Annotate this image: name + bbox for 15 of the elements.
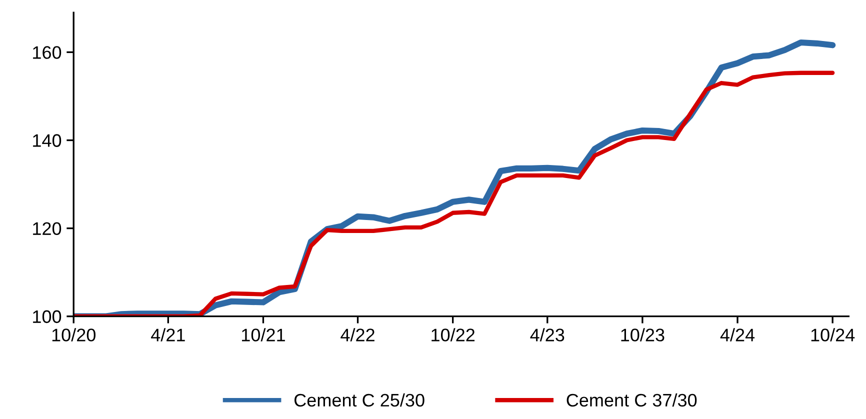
x-tick-label: 10/22 [432, 328, 475, 342]
y-tick-label: 140 [33, 134, 62, 147]
legend-label: Cement C 25/30 [294, 393, 424, 407]
y-tick-label: 100 [33, 310, 62, 324]
legend-label: Cement C 37/30 [566, 393, 697, 407]
x-tick-label: 10/20 [52, 328, 96, 342]
x-tick-label: 4/22 [340, 328, 374, 342]
x-tick-label: 10/21 [242, 328, 285, 342]
x-tick-label: 4/24 [720, 328, 755, 342]
x-tick-label: 10/24 [811, 328, 855, 342]
x-tick-label: 10/23 [621, 328, 664, 342]
x-tick-label: 4/21 [151, 328, 185, 342]
y-tick-label: 120 [33, 222, 62, 236]
x-tick-label: 4/23 [530, 328, 564, 342]
y-tick-label: 160 [33, 46, 62, 59]
